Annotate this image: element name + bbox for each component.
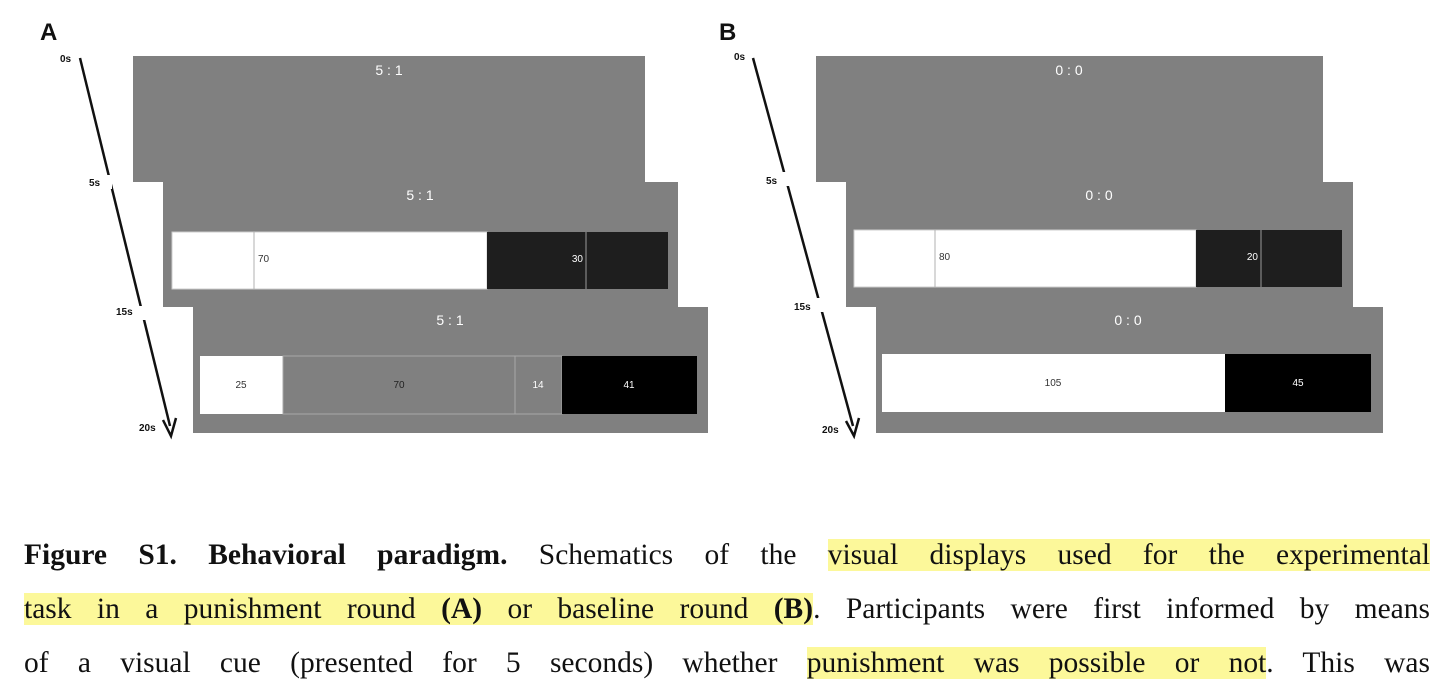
panel-b-screen-2-dark-bar [1196,230,1342,287]
panel-a-screen-2-ratio: 5 : 1 [406,187,433,203]
panel-b-time-0s: 0s [734,52,746,63]
panel-b-screen-1-ratio: 0 : 0 [1055,62,1082,78]
caption-line-2: task in a punishment round (A) or baseli… [24,582,1430,636]
panel-a-screen-1 [133,56,645,182]
panel-b-screen-2-value-1: 80 [939,252,951,263]
panel-b-time-20s: 20s [822,425,839,436]
panel-a-label: A [40,19,57,46]
panel-a-screen-3-ratio: 5 : 1 [436,312,463,328]
caption-highlight-b: (B) [773,593,814,625]
caption-highlight-1b: task in a punishment round [24,593,442,625]
panel-b-screen-2-white-bar [853,229,1197,288]
caption-line-1: Figure S1. Behavioral paradigm. Schemati… [24,528,1430,582]
panel-b-screen-1 [816,56,1323,182]
panel-a-screen-3-value-3: 14 [532,380,544,391]
figure-caption: Figure S1. Behavioral paradigm. Schemati… [24,528,1430,690]
panel-b-screen-3-ratio: 0 : 0 [1114,312,1141,328]
panel-a-screen-3-gray-bar-2 [514,355,563,415]
caption-highlight-a: (A) [441,593,483,625]
panel-a-screen-3-white-bar [200,356,283,414]
caption-line-3: of a visual cue (presented for 5 seconds… [24,636,1430,690]
panel-a-time-arrow [78,57,172,427]
panel-b-time-15s: 15s [794,302,811,313]
panel-b-time-5s: 5s [766,176,778,187]
panel-b-screen-3-value-2: 45 [1292,378,1304,389]
panel-a-screen-2-value-1: 70 [258,254,270,265]
caption-text-4: . This was [1266,647,1430,679]
panel-a-screen-2-dark-bar [487,232,668,289]
figure-schematic: A 5 : 1 5 : 1 70 30 5 : 1 25 70 14 41 0s… [40,19,1383,440]
panel-a-time-5s: 5s [89,178,101,189]
panel-a: A 5 : 1 5 : 1 70 30 5 : 1 25 70 14 41 0s… [40,19,708,440]
caption-lead: Figure S1. Behavioral paradigm. [24,539,508,571]
caption-highlight-1: visual displays used for the experimenta… [827,539,1430,571]
panel-b: B 0 : 0 0 : 0 80 20 0 : 0 105 45 0s 5s 1… [719,19,1383,440]
panel-b-label: B [719,19,736,46]
panel-b-screen-2-ratio: 0 : 0 [1085,187,1112,203]
panel-a-screen-3-black-bar [562,356,697,414]
panel-a-screen-3-value-4: 41 [623,380,635,391]
caption-text-1: Schematics of the [507,539,828,571]
panel-b-screen-2-value-2: 20 [1247,252,1259,263]
panel-a-screen-2-white-bar [171,231,488,290]
panel-a-time-15s: 15s [116,307,133,318]
panel-a-screen-3-value-1: 25 [235,380,247,391]
caption-highlight-1d: or baseline round [482,593,774,625]
panel-a-arrowhead-icon [161,417,178,440]
panel-b-screen-3-white-bar [882,354,1225,412]
panel-a-screen-3-value-2: 70 [393,380,405,391]
panel-a-time-0s: 0s [60,54,72,65]
panel-a-time-20s: 20s [139,423,156,434]
panel-a-screen-3-gray-bar [282,355,516,415]
caption-text-3: of a visual cue (presented for 5 seconds… [24,647,807,679]
panel-b-time-arrow [751,57,855,427]
panel-a-screen-1-ratio: 5 : 1 [375,62,402,78]
panel-a-screen-2-value-2: 30 [572,254,584,265]
panel-b-screen-3-black-bar [1225,354,1371,412]
caption-highlight-2: punishment was possible or not [806,647,1267,679]
panel-b-screen-3-value-1: 105 [1045,378,1062,389]
caption-text-2: . Participants were first informed by me… [813,593,1430,625]
panel-b-arrowhead-icon [844,417,861,440]
